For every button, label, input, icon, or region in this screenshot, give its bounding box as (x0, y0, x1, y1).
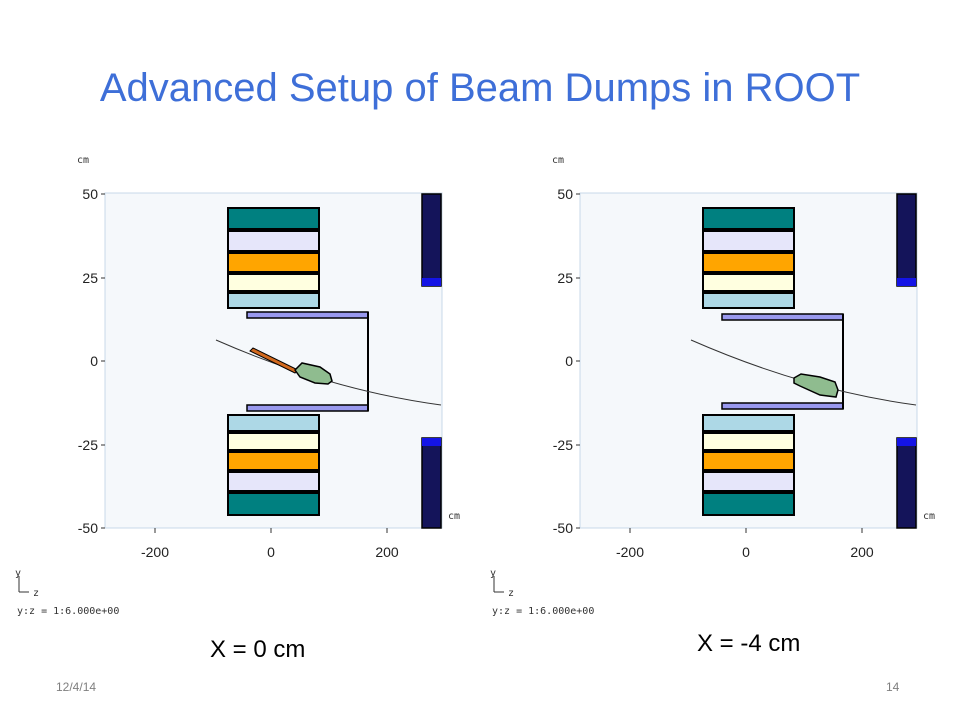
y-tick-label: -50 (553, 520, 573, 536)
upper-shield-stack (227, 207, 320, 309)
lower-shield-stack (227, 414, 320, 516)
z-tick-label: -200 (616, 544, 644, 560)
dump-cone (294, 362, 333, 385)
lower-shield-stack (702, 414, 795, 516)
y-tick-label: 50 (557, 186, 573, 202)
y-tick-label: -50 (78, 520, 98, 536)
slide-number: 14 (886, 680, 900, 694)
upper-shield-stack (702, 207, 795, 309)
dump-cone (793, 373, 839, 398)
z-unit-label: cm (448, 511, 460, 522)
y-tick-label: -25 (553, 437, 573, 453)
z-tick-label: 0 (742, 544, 750, 560)
axis-z-label: z (508, 588, 514, 599)
y-tick-label: 0 (90, 353, 98, 369)
y-tick-label: 0 (565, 353, 573, 369)
z-tick-label: 200 (375, 544, 399, 560)
magnet-block-lower (421, 437, 442, 529)
axis-y-label: y (15, 568, 21, 579)
dump-bracket (721, 313, 844, 410)
y-unit-label: cm (77, 155, 89, 166)
y-tick-label: -25 (78, 437, 98, 453)
panel-caption-left: X = 0 cm (210, 636, 306, 663)
z-unit-label: cm (923, 511, 935, 522)
ratio-label: y:z = 1:6.000e+00 (17, 606, 119, 617)
geometry-view-left: cm 50 25 0 -25 -50 -200 0 200 cm (60, 150, 500, 630)
y-tick-label: 50 (82, 186, 98, 202)
z-tick-label: 200 (850, 544, 874, 560)
slide-date: 12/4/14 (56, 680, 97, 694)
ratio-label: y:z = 1:6.000e+00 (492, 606, 594, 617)
panel-caption-right: X = -4 cm (697, 630, 801, 657)
y-tick-label: 25 (557, 270, 573, 286)
axis-y-label: y (490, 568, 496, 579)
axis-z-label: z (33, 588, 39, 599)
magnet-block-upper (896, 193, 917, 287)
dump-bracket (246, 311, 369, 412)
y-unit-label: cm (552, 155, 564, 166)
axis-overlay-left: y z y:z = 1:6.000e+00 (14, 568, 154, 618)
z-tick-label: 0 (267, 544, 275, 560)
axis-overlay-right: y z y:z = 1:6.000e+00 (489, 568, 629, 618)
y-tick-label: 25 (82, 270, 98, 286)
z-tick-label: -200 (141, 544, 169, 560)
magnet-block-upper (421, 193, 442, 287)
magnet-block-lower (896, 437, 917, 529)
slide-title: Advanced Setup of Beam Dumps in ROOT (99, 66, 861, 110)
geometry-view-right: cm 50 25 0 -25 -50 -200 0 200 cm (535, 150, 960, 630)
